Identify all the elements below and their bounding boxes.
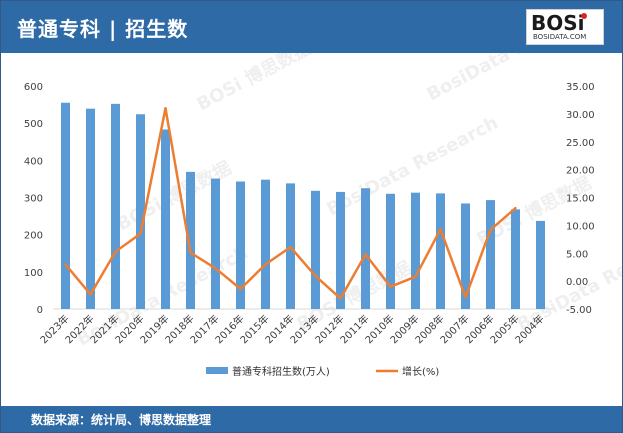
y-left-tick-label: 300 bbox=[24, 194, 43, 205]
bar bbox=[261, 179, 270, 309]
bar bbox=[111, 103, 120, 309]
line-point bbox=[464, 296, 467, 299]
line-point bbox=[414, 275, 417, 278]
bar bbox=[361, 188, 370, 309]
bar bbox=[536, 220, 545, 309]
bar bbox=[411, 192, 420, 309]
line-point bbox=[239, 287, 242, 291]
line-point bbox=[264, 263, 267, 266]
line-point bbox=[364, 253, 367, 256]
bar bbox=[211, 178, 220, 309]
page-title: 普通专科 | 招生数 bbox=[17, 17, 189, 41]
y-right-tick-label: 5.00 bbox=[566, 249, 588, 260]
logo-word: BOSi bbox=[531, 11, 585, 35]
y-left-tick-label: 400 bbox=[24, 156, 43, 167]
y-left-tick-label: 0 bbox=[37, 305, 43, 316]
data-source: 数据来源：统计局、博思数据整理 bbox=[31, 413, 212, 427]
y-left-tick-label: 200 bbox=[24, 231, 43, 242]
footer-bar: 数据来源：统计局、博思数据整理 bbox=[1, 406, 622, 432]
bar bbox=[436, 193, 445, 309]
y-right-tick-label: 0.00 bbox=[566, 277, 588, 288]
y-left-tick-label: 500 bbox=[24, 119, 43, 130]
watermark-text: BOSi 博思数据 bbox=[193, 53, 315, 115]
line-point bbox=[439, 228, 442, 231]
right-axis: -5.00 0.00 5.00 10.00 15.00 20.00 25.00 30.00 35… bbox=[566, 82, 595, 316]
line-point bbox=[289, 245, 292, 249]
line-point bbox=[189, 251, 192, 254]
bar bbox=[386, 193, 395, 309]
header-bar: 普通专科 | 招生数 BOSi BOSIDATA.COM bbox=[1, 1, 622, 53]
bar bbox=[236, 181, 245, 309]
y-left-tick-label: 100 bbox=[24, 268, 43, 279]
legend: 普通专科招生数(万人) 增长(%) bbox=[206, 365, 439, 378]
y-right-tick-label: 30.00 bbox=[566, 110, 595, 121]
y-right-tick-label: 25.00 bbox=[566, 138, 595, 149]
line-point bbox=[339, 297, 342, 300]
bar bbox=[311, 190, 320, 309]
line-point bbox=[139, 232, 142, 235]
y-left-tick-label: 600 bbox=[24, 82, 43, 93]
legend-label-line: 增长(%) bbox=[402, 365, 439, 378]
y-right-tick-label: 20.00 bbox=[566, 166, 595, 177]
legend-swatch-bar bbox=[206, 367, 228, 374]
line-point bbox=[214, 267, 217, 270]
bar bbox=[461, 203, 470, 309]
watermark-text: BosiData Research bbox=[423, 53, 601, 105]
logo-sub: BOSIDATA.COM bbox=[533, 33, 587, 41]
bar bbox=[161, 129, 170, 309]
bar bbox=[486, 200, 495, 309]
line-point bbox=[389, 285, 392, 288]
line-point bbox=[164, 107, 167, 110]
bar bbox=[136, 114, 145, 309]
bar bbox=[336, 191, 345, 309]
y-right-tick-label: 35.00 bbox=[566, 82, 595, 93]
line-series bbox=[64, 107, 517, 300]
line-point bbox=[114, 250, 117, 253]
line-point bbox=[514, 206, 517, 210]
bar bbox=[86, 108, 95, 310]
bar bbox=[511, 209, 520, 309]
line-point bbox=[489, 228, 492, 232]
bar bbox=[61, 102, 70, 309]
y-right-tick-label: -5.00 bbox=[566, 305, 592, 316]
y-right-tick-label: 10.00 bbox=[566, 221, 595, 232]
logo-dot-icon bbox=[581, 13, 587, 19]
y-right-tick-label: 15.00 bbox=[566, 194, 595, 205]
line-point bbox=[314, 274, 317, 278]
legend-label-bar: 普通专科招生数(万人) bbox=[232, 365, 330, 378]
bar bbox=[186, 171, 195, 309]
line-point bbox=[89, 293, 92, 296]
bosi-logo: BOSi BOSIDATA.COM bbox=[526, 9, 604, 45]
line-point bbox=[64, 263, 67, 266]
